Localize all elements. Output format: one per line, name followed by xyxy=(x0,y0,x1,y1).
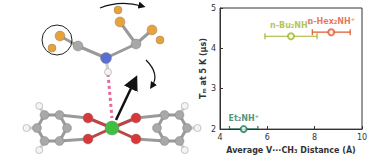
svg-text:6: 6 xyxy=(265,133,270,142)
svg-text:3: 3 xyxy=(211,84,216,93)
svg-text:Et₂NH⁺: Et₂NH⁺ xyxy=(228,114,258,123)
svg-text:4: 4 xyxy=(217,133,222,142)
svg-text:2: 2 xyxy=(211,125,216,134)
svg-text:8: 8 xyxy=(312,133,317,142)
svg-text:n-Hex₂NH⁺: n-Hex₂NH⁺ xyxy=(308,17,355,26)
svg-text:n-Bu₂NH⁺: n-Bu₂NH⁺ xyxy=(270,21,312,30)
svg-text:4: 4 xyxy=(211,44,216,53)
svg-text:Tₘ at 5 K (μs): Tₘ at 5 K (μs) xyxy=(199,38,208,99)
svg-text:10: 10 xyxy=(357,133,367,142)
svg-text:5: 5 xyxy=(211,4,216,13)
svg-text:Average V···CH₃ Distance (Å): Average V···CH₃ Distance (Å) xyxy=(226,145,356,155)
